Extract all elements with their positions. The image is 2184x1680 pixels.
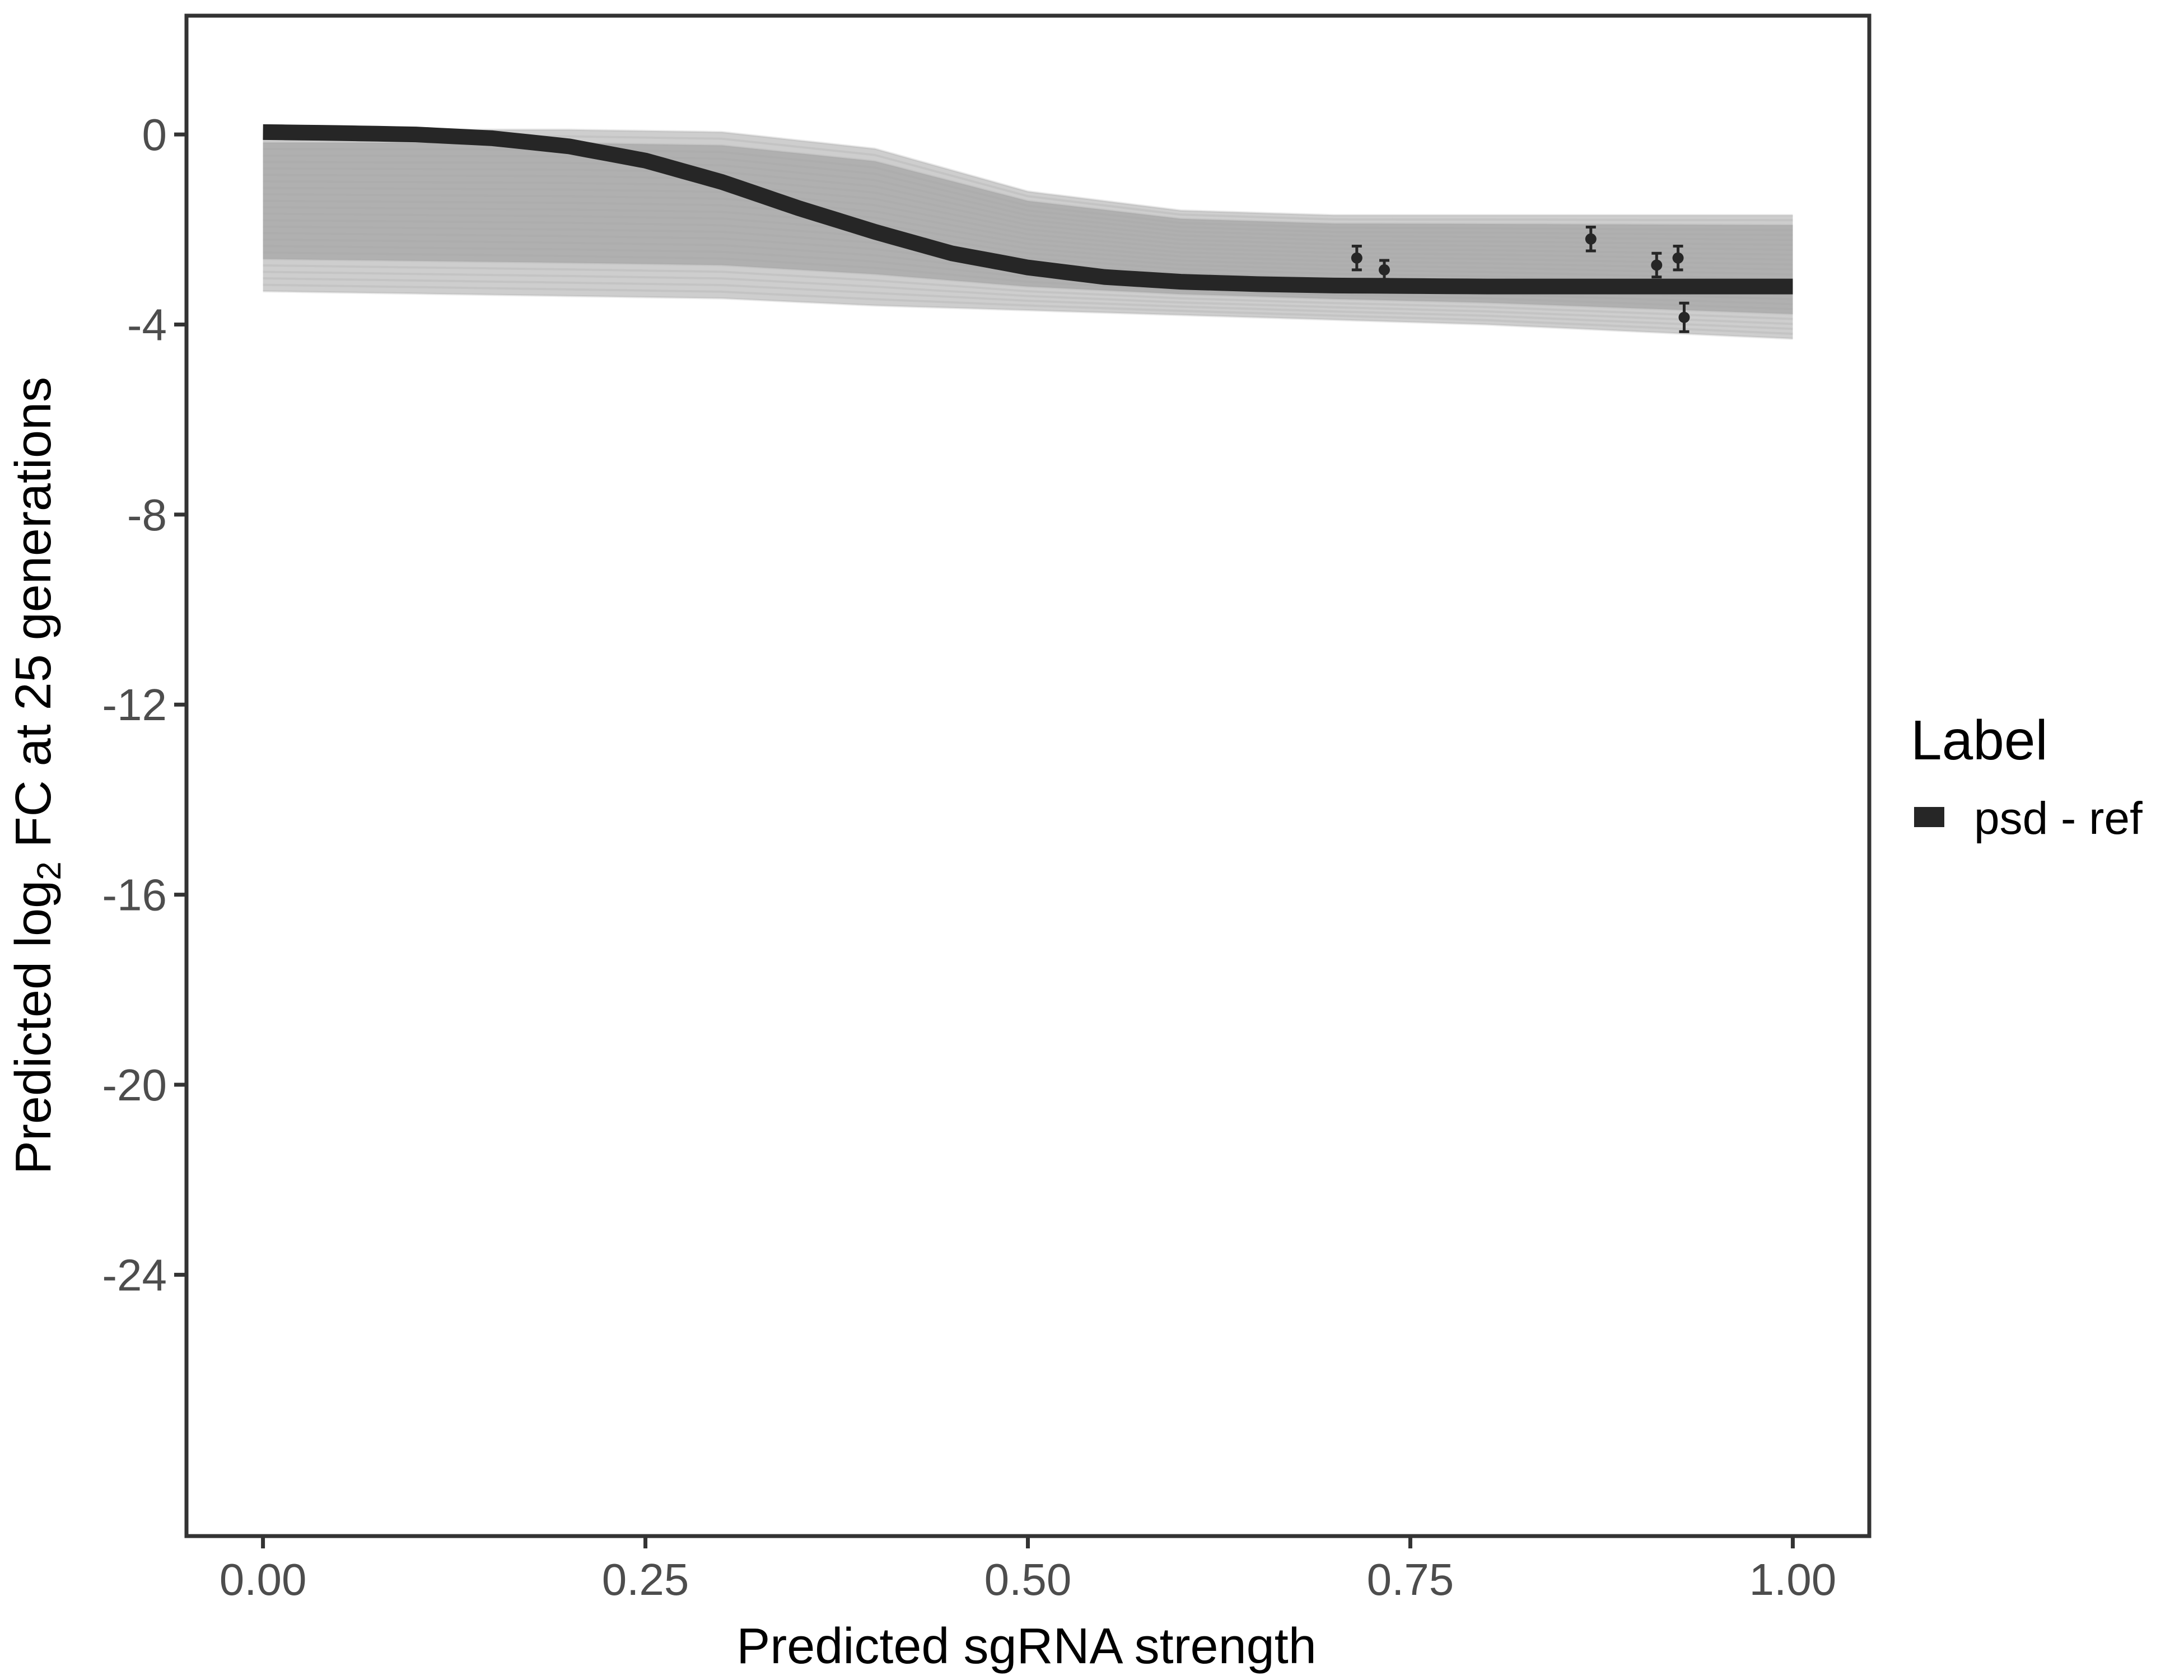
fitted-curve-layer bbox=[263, 124, 1793, 295]
observed-point bbox=[1651, 251, 1663, 279]
x-tick-label: 1.00 bbox=[1749, 1555, 1837, 1604]
point-marker bbox=[1678, 311, 1690, 323]
y-tick-label: -16 bbox=[102, 870, 167, 920]
point-marker bbox=[1585, 233, 1597, 245]
y-axis-title-suffix: FC at 25 generations bbox=[6, 377, 62, 862]
y-tick-label: -12 bbox=[102, 680, 167, 730]
y-axis-title: Predicted log2 FC at 25 generations bbox=[6, 377, 68, 1174]
legend-title: Label bbox=[1911, 709, 2048, 772]
x-tick-label: 0.00 bbox=[220, 1555, 307, 1604]
observed-point bbox=[1672, 244, 1684, 272]
y-tick-label: -4 bbox=[127, 300, 167, 349]
y-axis-title-subscript: 2 bbox=[30, 861, 68, 880]
y-tick-label: -8 bbox=[127, 490, 167, 540]
legend: Label psd - ref bbox=[1911, 709, 2143, 844]
x-tick-label: 0.75 bbox=[1367, 1555, 1454, 1604]
observed-point bbox=[1678, 301, 1690, 333]
y-tick-label: -24 bbox=[102, 1250, 167, 1300]
point-marker bbox=[1379, 264, 1390, 276]
legend-label-psd-ref: psd - ref bbox=[1974, 793, 2143, 844]
x-axis: 0.00 0.25 0.50 0.75 1.00 bbox=[220, 1538, 1837, 1604]
observed-points-layer bbox=[1351, 226, 1690, 333]
legend-key-psd-ref bbox=[1914, 807, 1944, 827]
y-axis: 0 -4 -8 -12 -16 -20 -24 bbox=[102, 110, 185, 1300]
y-tick-label: -20 bbox=[102, 1060, 167, 1110]
y-tick-label: 0 bbox=[142, 110, 167, 160]
point-marker bbox=[1672, 252, 1684, 264]
posterior-draws bbox=[263, 128, 1793, 340]
panel-border bbox=[184, 13, 1872, 1538]
point-marker bbox=[1651, 259, 1663, 271]
x-tick-label: 0.50 bbox=[984, 1555, 1072, 1604]
point-marker bbox=[1351, 252, 1362, 264]
observed-point bbox=[1379, 259, 1390, 281]
observed-point bbox=[1351, 244, 1362, 272]
y-axis-title-prefix: Predicted log bbox=[6, 880, 62, 1174]
observed-point bbox=[1585, 226, 1597, 253]
x-tick-label: 0.25 bbox=[602, 1555, 689, 1604]
x-axis-title: Predicted sgRNA strength bbox=[736, 1618, 1317, 1674]
posterior-draws-core bbox=[263, 142, 1793, 314]
fitted-curve-psd-ref bbox=[263, 124, 1793, 295]
